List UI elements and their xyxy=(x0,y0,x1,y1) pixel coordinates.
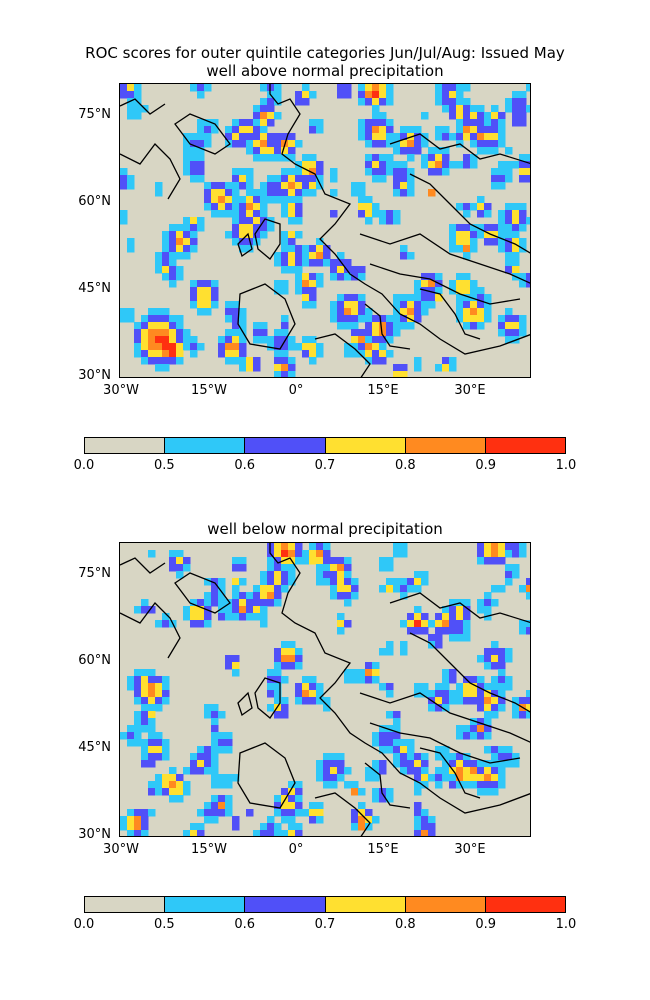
coastline xyxy=(314,792,371,836)
colorbar-tick-label: 1.0 xyxy=(555,458,577,473)
colorbar-tick-label: 0.6 xyxy=(234,917,255,932)
lon-label: 15°E xyxy=(367,383,399,398)
colorbar-segment xyxy=(325,438,406,453)
colorbar-tick-label: 0.7 xyxy=(314,917,336,932)
coastline xyxy=(419,747,481,799)
colorbar-above-normal xyxy=(84,437,566,454)
coastline xyxy=(237,691,253,717)
coastline xyxy=(120,143,181,200)
colorbar-segment xyxy=(325,897,406,912)
colorbar-tick-label: 0.8 xyxy=(394,917,416,932)
lon-label: 30°W xyxy=(103,383,139,398)
coastline xyxy=(364,303,411,350)
coastline xyxy=(237,283,296,350)
colorbar-segment xyxy=(245,897,326,912)
colorbar-tick-label: 0.5 xyxy=(153,458,175,473)
coastline xyxy=(174,113,231,155)
colorbar-below-normal xyxy=(84,896,566,913)
colorbar-segment xyxy=(405,897,486,912)
colorbar-segment xyxy=(245,438,326,453)
coastline xyxy=(409,632,530,713)
coastline xyxy=(389,133,530,165)
contour-map xyxy=(120,84,530,377)
colorbar-tick-label: 0.7 xyxy=(314,458,336,473)
lon-label: 15°W xyxy=(191,842,227,857)
colorbar-segment xyxy=(485,438,566,453)
lon-label: 0° xyxy=(288,383,304,398)
colorbar-tick-label: 0.0 xyxy=(73,458,95,473)
lon-label: 15°W xyxy=(191,383,227,398)
coastline xyxy=(120,602,181,659)
panel-1-subtitle: well above normal precipitation xyxy=(206,62,444,80)
coastline xyxy=(369,263,521,305)
lat-label: 75°N xyxy=(78,566,111,581)
coastline xyxy=(254,218,281,260)
colorbar-tick-label: 0.5 xyxy=(153,917,175,932)
contour-map xyxy=(120,543,530,836)
map-panel-above-normal xyxy=(119,83,531,378)
coastline xyxy=(314,333,371,377)
coastline xyxy=(364,762,411,809)
figure-title: ROC scores for outer quintile categories… xyxy=(85,44,565,62)
lon-label: 0° xyxy=(288,842,304,857)
colorbar-segment xyxy=(165,438,246,453)
coastline xyxy=(237,742,296,809)
lat-label: 45°N xyxy=(78,740,111,755)
lon-label: 30°W xyxy=(103,842,139,857)
lat-label: 60°N xyxy=(78,194,111,209)
panel-2-subtitle: well below normal precipitation xyxy=(207,520,443,538)
colorbar-segment xyxy=(85,438,166,453)
coastline xyxy=(237,232,253,258)
colorbar-tick-label: 0.9 xyxy=(475,917,496,932)
coastline xyxy=(369,722,521,764)
coastline xyxy=(359,692,530,743)
coastline xyxy=(359,233,530,284)
coastline xyxy=(269,543,530,814)
map-panel-below-normal xyxy=(119,542,531,837)
colorbar-tick-label: 0.0 xyxy=(73,917,95,932)
colorbar-segment xyxy=(485,897,566,912)
coastline xyxy=(174,572,231,614)
coastline xyxy=(269,84,530,355)
coastline xyxy=(254,677,281,719)
lat-label: 75°N xyxy=(78,107,111,122)
lat-label: 45°N xyxy=(78,281,111,296)
colorbar-tick-label: 0.8 xyxy=(394,458,416,473)
lon-label: 30°E xyxy=(454,842,486,857)
coastline xyxy=(419,288,481,340)
lon-label: 30°E xyxy=(454,383,486,398)
colorbar-tick-label: 1.0 xyxy=(555,917,577,932)
coastline xyxy=(389,592,530,624)
colorbar-segment xyxy=(405,438,486,453)
colorbar-segment xyxy=(165,897,246,912)
coastline xyxy=(409,173,530,254)
coastline xyxy=(120,557,166,574)
colorbar-tick-label: 0.6 xyxy=(234,458,255,473)
coastline xyxy=(120,98,166,115)
lat-label: 60°N xyxy=(78,653,111,668)
colorbar-tick-label: 0.9 xyxy=(475,458,496,473)
lat-label: 30°N xyxy=(78,827,111,842)
lat-label: 30°N xyxy=(78,368,111,383)
colorbar-segment xyxy=(85,897,166,912)
lon-label: 15°E xyxy=(367,842,399,857)
